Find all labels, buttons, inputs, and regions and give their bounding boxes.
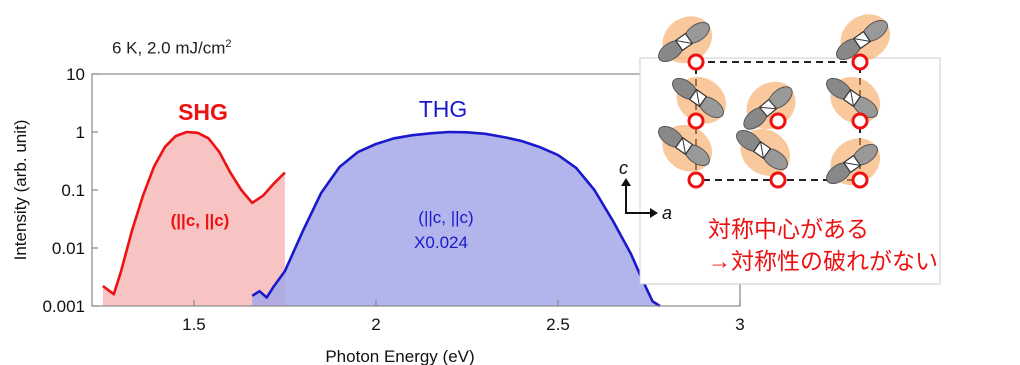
y-tick-label: 10 (66, 65, 85, 84)
arrowhead-c-icon (621, 178, 631, 186)
series-area-thg (252, 132, 660, 306)
x-tick-label: 1.5 (182, 315, 206, 334)
thg-polarization-label: (||c, ||c) (418, 208, 473, 227)
arrowhead-a-icon (650, 208, 658, 218)
y-tick-label: 1 (76, 123, 85, 142)
series-line-shg (102, 130, 286, 296)
x-tick-label: 2 (371, 315, 380, 334)
y-axis-label: Intensity (arb. unit) (11, 120, 30, 261)
inversion-centers (687, 53, 869, 189)
axis-a-label: a (662, 203, 672, 223)
symmetry-note-line1: 対称中心がある (708, 216, 869, 242)
y-tick-label: 0.01 (52, 239, 85, 258)
thg-scale-label: X0.024 (414, 233, 468, 252)
crystal-structure-inset: c a 対称中心がある →対称性の破れがない (619, 14, 941, 285)
molecule-5 (826, 138, 881, 186)
molecule-3 (658, 124, 713, 172)
molecule-0 (658, 16, 713, 64)
measurement-condition: 6 K, 2.0 mJ/cm2 (112, 38, 232, 58)
molecule-7 (826, 76, 881, 124)
y-tick-label: 0.1 (61, 181, 85, 200)
y-tick-label: 0.001 (42, 297, 85, 316)
molecule-6 (672, 76, 727, 124)
shg-polarization-label: (||c, ||c) (171, 211, 230, 230)
series-area-shg (102, 132, 285, 306)
axis-c-label: c (619, 158, 628, 178)
x-axis-label: Photon Energy (eV) (325, 347, 474, 365)
molecule-1 (836, 14, 891, 62)
symmetry-note-line2: →対称性の破れがない (708, 248, 938, 274)
x-tick-label: 2.5 (546, 315, 570, 334)
x-tick-label: 3 (735, 315, 744, 334)
series-label-shg: SHG (178, 99, 228, 125)
molecule-4 (736, 128, 791, 176)
series-label-thg: THG (419, 96, 468, 122)
